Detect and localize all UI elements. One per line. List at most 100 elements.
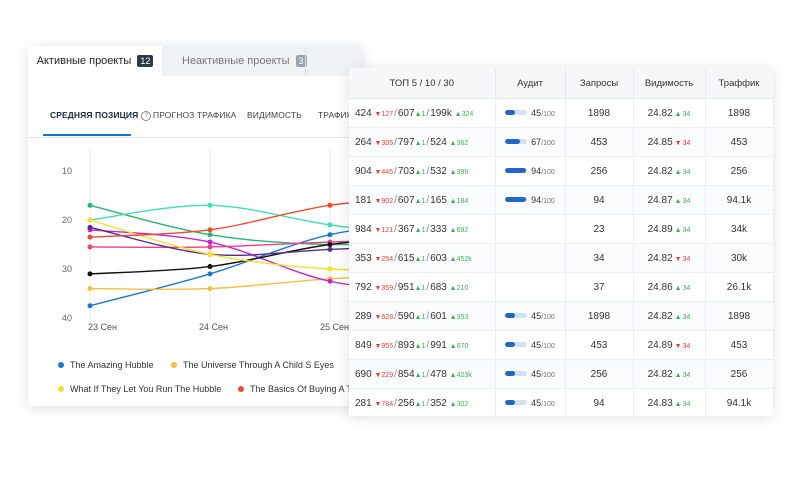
separator: / (426, 368, 430, 380)
y-tick-label: 20 (62, 215, 73, 225)
visibility-cell: 24.82 ▲34 (633, 156, 706, 186)
legend-item[interactable]: What If They Let You Run The Hubble (58, 384, 221, 394)
audit-progress-bar (505, 167, 528, 173)
data-point (327, 232, 333, 238)
legend-label: What If They Let You Run The Hubble (70, 384, 222, 394)
down-arrow-icon: ▼ (674, 342, 682, 350)
top10-value: 854 (397, 368, 415, 380)
top30-value: 603 (430, 252, 447, 264)
down-arrow-icon: ▼ (674, 139, 682, 147)
top10-value: 703 (397, 165, 415, 177)
legend-item[interactable]: The Universe Through A Child S Eyes (171, 360, 334, 370)
column-header-visibility[interactable]: Видимость (633, 68, 706, 99)
table-row[interactable]: 353 ▼254/615▲1/603 ▲452k 34 24.82 ▼34 30k (349, 243, 773, 273)
up-arrow-icon: ▲ (674, 226, 682, 234)
audit-progress-bar (505, 341, 528, 347)
up-arrow-icon: ▲ (414, 342, 422, 350)
tab-traffic[interactable]: ТРАФИК (318, 110, 352, 120)
table-row[interactable]: 849 ▼955/893▲1/991 ▲670 45/100 453 24.89 ▼34… (349, 330, 773, 360)
top30-delta: 210 (456, 284, 469, 292)
table-row[interactable]: 792 ▼359/951▲1/683 ▲210 37 24.86 ▲34 26.1k (349, 272, 773, 302)
series-line-4 (89, 204, 362, 230)
y-tick-label: 40 (62, 313, 73, 323)
tab-active-projects[interactable]: Активные проекты 12 (28, 46, 162, 76)
table-row[interactable]: 690 ▼229/854▲1/478 ▲423k 45/100 256 24.82 ▲3… (349, 359, 773, 389)
up-arrow-icon: ▲ (414, 197, 422, 205)
chart-panel: Активные проекты 12 Неактивные проекты 3… (28, 46, 362, 406)
up-arrow-icon: ▲ (674, 284, 682, 292)
audit-cell: 45/100 (495, 388, 566, 416)
legend-label: The Basics Of Buying A T (250, 384, 352, 394)
table-row[interactable]: 281 ▼784/256▲1/352 ▲302 45/100 94 24.83 ▲34 9… (349, 388, 773, 416)
up-arrow-icon: ▲ (449, 313, 457, 321)
column-header-requests[interactable]: Запросы (565, 68, 634, 99)
up-arrow-icon: ▲ (414, 313, 422, 321)
separator: / (394, 165, 397, 177)
column-header-audit[interactable]: Аудит (495, 68, 566, 99)
separator: / (394, 194, 397, 206)
top30-delta: 184 (456, 197, 469, 205)
legend-item[interactable]: The Basics Of Buying A T (238, 384, 352, 394)
top10-value: 607 (397, 107, 415, 119)
audit-cell: 94/100 (495, 156, 566, 186)
top5-value: 424 (355, 107, 372, 119)
legend-item[interactable]: The Amazing Hubble (58, 360, 154, 370)
top30-delta: 324 (461, 110, 474, 118)
audit-max: /100 (541, 400, 555, 408)
audit-cell: 45/100 (495, 330, 566, 360)
top-positions-cell: 264 ▼305/797▲1/524 ▲362 (349, 127, 496, 157)
tab-traffic-forecast[interactable]: ПРОГНОЗ ТРАФИКА (153, 110, 237, 120)
audit-cell (495, 214, 566, 244)
top30-value: 199k (430, 107, 452, 119)
visibility-value: 24.82 (647, 107, 673, 119)
legend-swatch (58, 386, 64, 392)
x-tick-label: 24 Сен (199, 322, 228, 332)
audit-max: /100 (541, 139, 555, 147)
audit-progress-bar (505, 312, 528, 318)
data-point (207, 239, 213, 245)
audit-cell: 45/100 (495, 359, 566, 389)
table-row[interactable]: 289 ▼628/590▲1/601 ▲353 45/100 1898 24.82 ▲3… (349, 301, 773, 331)
table-row[interactable]: 181 ▼902/607▲1/165 ▲184 94/100 94 24.87 ▲34 9… (349, 185, 773, 215)
column-header-top[interactable]: ТОП 5 / 10 / 30 (349, 68, 496, 99)
top5-value: 281 (355, 397, 372, 409)
table-row[interactable]: 424 ▼127/607▲1/199k ▲324 45/100 1898 24.82 ▲… (349, 98, 773, 128)
separator: / (426, 136, 430, 148)
top30-value: 683 (430, 281, 447, 293)
top10-value: 367 (397, 223, 415, 235)
audit-progress-bar (505, 138, 528, 144)
top30-value: 165 (430, 194, 447, 206)
up-arrow-icon: ▲ (674, 371, 682, 379)
up-arrow-icon: ▲ (449, 284, 457, 292)
top30-delta: 399 (456, 168, 469, 176)
up-arrow-icon: ▲ (449, 400, 457, 408)
tab-visibility[interactable]: ВИДИМОСТЬ (247, 110, 302, 120)
table-row[interactable]: 904 ▼445/703▲1/532 ▲399 94/100 256 24.82 ▲34… (349, 156, 773, 186)
top5-delta: 229 (381, 371, 394, 379)
audit-score: 45 (531, 339, 542, 350)
legend-swatch (58, 362, 64, 368)
separator: / (426, 339, 430, 351)
audit-max: /100 (541, 110, 555, 118)
tab-average-position[interactable]: СРЕДНЯЯ ПОЗИЦИЯ? (50, 110, 152, 121)
up-arrow-icon: ▲ (449, 197, 457, 205)
data-point (327, 202, 333, 208)
separator: / (394, 397, 397, 409)
top5-value: 690 (355, 368, 372, 380)
separator: / (394, 252, 397, 264)
audit-score: 45 (531, 107, 542, 118)
separator: / (426, 310, 430, 322)
legend-swatch (171, 362, 177, 368)
audit-progress-fill (505, 196, 527, 202)
table-row[interactable]: 264 ▼305/797▲1/524 ▲362 67/100 453 24.85 ▼34… (349, 127, 773, 157)
column-header-traffic[interactable]: Траффик (705, 68, 773, 99)
separator: / (426, 397, 430, 409)
traffic-cell: 94.1k (705, 185, 773, 215)
help-icon[interactable]: ? (141, 111, 152, 121)
table-row[interactable]: 984 ▼121/367▲1/333 ▲692 23 24.89 ▲34 34k (349, 214, 773, 244)
down-arrow-icon: ▼ (374, 400, 382, 408)
audit-cell (495, 272, 566, 302)
top5-value: 289 (355, 310, 372, 322)
top5-delta: 359 (381, 284, 394, 292)
tab-inactive-projects[interactable]: Неактивные проекты 3 (162, 46, 362, 76)
